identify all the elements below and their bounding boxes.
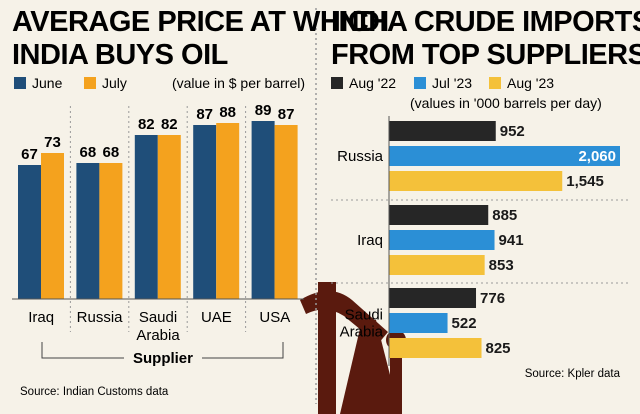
x-tick-label: Arabia: [136, 327, 180, 344]
bar-jul23-iraq: [389, 230, 495, 250]
bar-june-iraq: [18, 165, 41, 299]
bar-aug22-saudi-arabia: [389, 288, 477, 308]
bar-july-russia: [99, 163, 123, 299]
bar-july-usa: [274, 125, 298, 299]
value-label: 89: [255, 102, 272, 119]
right-source: Source: Kpler data: [525, 368, 621, 380]
x-tick-label: UAE: [201, 309, 232, 326]
legend-swatch-july: [84, 77, 96, 89]
y-tick-label: Saudi: [345, 307, 383, 324]
x-tick-label: Saudi: [139, 309, 177, 326]
value-label: 82: [138, 116, 155, 133]
value-label: 67: [21, 146, 38, 163]
value-label: 88: [219, 104, 236, 121]
bar-july-iraq: [41, 153, 64, 299]
value-label: 952: [500, 123, 525, 140]
x-tick-label: USA: [259, 309, 290, 326]
value-label: 73: [44, 134, 61, 151]
value-label: 1,545: [566, 173, 604, 190]
x-axis-label-supplier: Supplier: [133, 350, 193, 367]
y-tick-label: Arabia: [340, 324, 384, 341]
value-label: 2,060: [578, 148, 616, 165]
x-tick-label: Iraq: [28, 309, 54, 326]
y-tick-label: Russia: [337, 148, 384, 165]
bar-june-russia: [76, 163, 100, 299]
left-units-note: (value in $ per barrel): [172, 75, 305, 91]
value-label: 885: [492, 207, 517, 224]
legend-swatch-jul23: [414, 77, 426, 89]
value-label: 87: [278, 106, 295, 123]
bar-jul23-russia: [389, 146, 620, 166]
bar-aug22-russia: [389, 121, 496, 141]
x-tick-label: Russia: [77, 309, 124, 326]
bar-aug23-iraq: [389, 255, 485, 275]
value-label: 68: [80, 144, 97, 161]
value-label: 776: [480, 290, 505, 307]
bar-june-uae: [193, 125, 217, 299]
bar-july-uae: [216, 123, 240, 299]
value-label: 522: [452, 315, 477, 332]
right-units-note: (values in '000 barrels per day): [410, 95, 602, 111]
value-label: 825: [486, 340, 511, 357]
left-title-line-2: INDIA BUYS OIL: [12, 39, 228, 71]
legend-label-aug22: Aug '22: [349, 75, 396, 91]
bar-june-usa: [251, 121, 275, 299]
legend-label-july: July: [102, 75, 127, 91]
bar-aug23-saudi-arabia: [389, 338, 482, 358]
value-label: 68: [103, 144, 120, 161]
legend-swatch-aug23: [489, 77, 501, 89]
average-price-chart: AVERAGE PRICE AT WHICH INDIA BUYS OIL Ju…: [12, 6, 389, 398]
bar-june-saudi-arabia: [134, 135, 158, 299]
y-tick-label: Iraq: [357, 232, 383, 249]
legend-label-jul23: Jul '23: [432, 75, 472, 91]
legend-swatch-june: [14, 77, 26, 89]
legend-swatch-aug22: [331, 77, 343, 89]
value-label: 941: [499, 232, 524, 249]
value-label: 853: [489, 257, 514, 274]
legend-label-june: June: [32, 75, 63, 91]
legend-label-aug23: Aug '23: [507, 75, 554, 91]
bar-july-saudi-arabia: [157, 135, 181, 299]
bar-aug23-russia: [389, 171, 563, 191]
right-title-line-1: INDIA CRUDE IMPORTS: [331, 6, 640, 38]
value-label: 87: [196, 106, 213, 123]
bar-aug22-iraq: [389, 205, 489, 225]
left-source: Source: Indian Customs data: [20, 386, 169, 398]
right-title-line-2: FROM TOP SUPPLIERS: [331, 39, 640, 71]
crude-imports-chart: INDIA CRUDE IMPORTS FROM TOP SUPPLIERS A…: [331, 6, 640, 380]
value-label: 82: [161, 116, 178, 133]
bar-jul23-saudi-arabia: [389, 313, 448, 333]
left-title-line-1: AVERAGE PRICE AT WHICH: [12, 6, 389, 38]
